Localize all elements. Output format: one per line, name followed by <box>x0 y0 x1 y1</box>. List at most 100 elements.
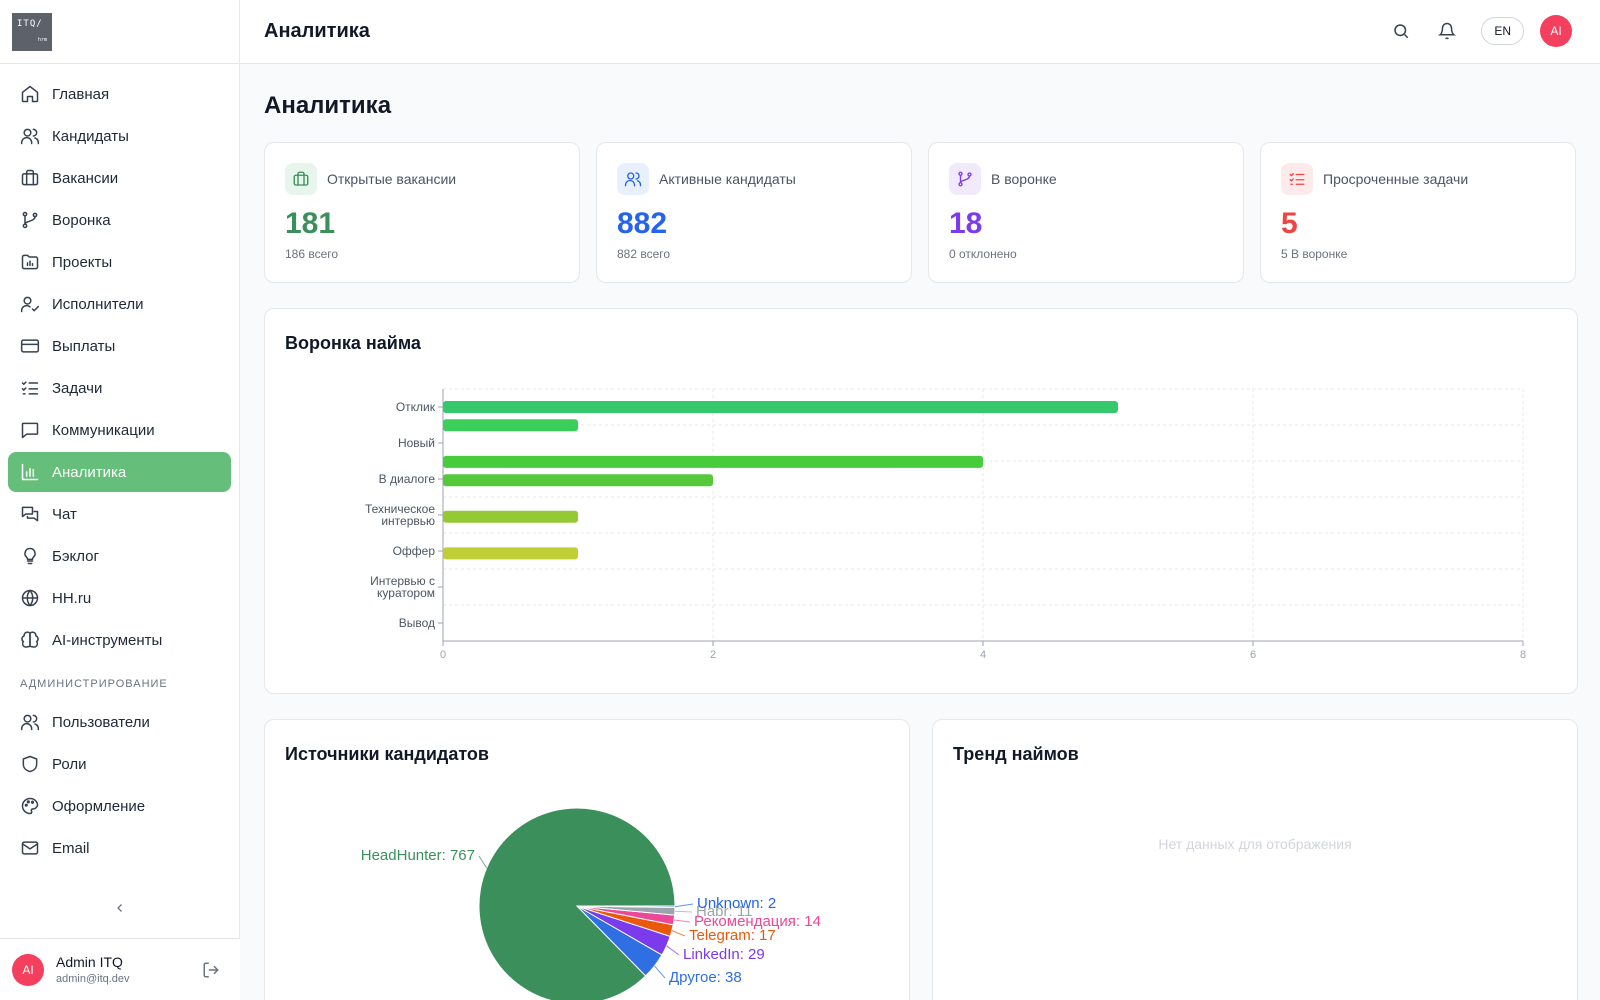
sidebar-item-palette[interactable]: Оформление <box>8 786 231 826</box>
y-category-label-line: В диалоге <box>379 472 436 486</box>
pie-slice-label: Habr: 11 <box>696 903 752 920</box>
sources-card: Источники кандидатов HeadHunter: 767 Друг… <box>264 719 910 1000</box>
sidebar-item-users[interactable]: Кандидаты <box>8 116 231 156</box>
credit-card-icon <box>20 339 40 353</box>
main-content: Аналитика Открытые вакансии 181 186 всего А… <box>264 64 1578 1000</box>
funnel-card: Воронка найма 0 2 4 6 8 Отклик Новый В диалоге Т… <box>264 308 1578 694</box>
app-logo[interactable]: ITQ/ hrm <box>12 12 52 51</box>
stat-subtext: 0 отклонено <box>949 247 1017 261</box>
header-title: Аналитика <box>264 20 370 42</box>
sidebar-item-folder-chart[interactable]: Проекты <box>8 242 231 282</box>
stat-subtext: 882 всего <box>617 247 671 261</box>
sidebar-item-message-square[interactable]: Коммуникации <box>8 410 231 450</box>
stat-value: 18 <box>949 207 983 240</box>
sidebar-item-brain[interactable]: AI-инструменты <box>8 620 231 660</box>
header-avatar[interactable]: AI <box>1540 15 1572 47</box>
user-name: Admin ITQ <box>56 954 123 970</box>
page-title: Аналитика <box>264 92 392 119</box>
stat-label: В воронке <box>991 171 1057 187</box>
funnel-bar <box>443 419 578 432</box>
git-branch-icon <box>958 171 972 187</box>
sidebar-item-messages[interactable]: Чат <box>8 494 231 534</box>
y-category-label-line: Отклик <box>396 400 436 414</box>
user-profile: AI Admin ITQ admin@itq.dev <box>0 938 240 1000</box>
sidebar-item-mail[interactable]: Email <box>8 828 231 868</box>
sidebar-item-credit-card[interactable]: Выплаты <box>8 326 231 366</box>
stat-card-open-vacancies: Открытые вакансии 181 186 всего <box>264 142 580 283</box>
stat-icon-box <box>949 163 981 195</box>
sidebar-item-users[interactable]: Пользователи <box>8 702 231 742</box>
mail-icon <box>21 841 39 855</box>
sidebar-item-shield[interactable]: Роли <box>8 744 231 784</box>
pie-leader-line <box>654 965 666 979</box>
logo-area: ITQ/ hrm <box>0 0 239 64</box>
y-category-label: В диалоге <box>379 472 436 486</box>
logout-button[interactable] <box>202 961 220 984</box>
sidebar-item-home[interactable]: Главная <box>8 74 231 114</box>
pie-slice-label: Другое: 38 <box>669 969 742 986</box>
funnel-bar <box>443 547 578 560</box>
git-branch-icon <box>22 211 38 229</box>
user-email: admin@itq.dev <box>56 973 130 985</box>
y-category-label-line: Новый <box>398 436 435 450</box>
globe-icon <box>21 589 39 607</box>
sidebar-item-label: Исполнители <box>52 295 144 313</box>
x-tick-label: 8 <box>1520 649 1526 661</box>
collapse-sidebar-button[interactable] <box>110 898 130 918</box>
trend-empty-state: Нет данных для отображения <box>1158 836 1352 852</box>
sidebar-item-label: Вакансии <box>52 169 119 187</box>
pie-slice <box>576 905 676 908</box>
search-icon <box>1394 24 1409 39</box>
pie-leader-line <box>674 903 694 908</box>
stat-subtext: 5 В воронке <box>1281 247 1348 261</box>
y-category-label-line: куратором <box>377 586 435 600</box>
pie-leader-line <box>666 945 680 956</box>
trend-card: Тренд наймов Нет данных для отображения <box>932 719 1578 1000</box>
list-checks-icon <box>21 381 39 395</box>
search-button[interactable] <box>1389 19 1413 43</box>
x-tick-label: 4 <box>980 649 986 661</box>
logout-icon <box>203 962 219 978</box>
notifications-button[interactable] <box>1435 19 1459 43</box>
y-category-label: Оффер <box>393 544 436 558</box>
list-checks-icon <box>1289 173 1305 185</box>
x-tick-label: 6 <box>1250 649 1256 661</box>
user-avatar[interactable]: AI <box>12 953 44 986</box>
pie-slice <box>478 807 676 1000</box>
funnel-bar <box>443 401 1118 413</box>
brain-icon <box>21 631 39 648</box>
sidebar-item-label: Роли <box>52 755 87 773</box>
stat-label: Просроченные задачи <box>1323 171 1469 187</box>
sidebar-item-lightbulb[interactable]: Бэклог <box>8 536 231 576</box>
pie-slice-label: Рекомендация: 14 <box>694 913 821 930</box>
sidebar-item-globe[interactable]: HH.ru <box>8 578 231 618</box>
bar-chart-icon <box>21 463 39 481</box>
funnel-bar <box>443 510 578 523</box>
sidebar-item-label: Коммуникации <box>52 421 155 439</box>
messages-icon <box>21 506 39 522</box>
stat-value: 882 <box>617 207 668 240</box>
sidebar-item-label: Проекты <box>52 253 113 271</box>
sidebar-item-git-branch[interactable]: Воронка <box>8 200 231 240</box>
logo-subtext: hrm <box>37 36 47 43</box>
pie-leader-line <box>478 855 488 869</box>
funnel-bar <box>443 455 983 468</box>
sidebar: ITQ/ hrm Главная Кандидаты Вакансии Воронка… <box>0 0 240 1000</box>
stat-value: 5 <box>1281 207 1298 240</box>
sidebar-item-label: Email <box>52 839 90 857</box>
palette-icon <box>21 797 39 815</box>
pie-slice-label: HeadHunter: 767 <box>361 847 475 864</box>
sidebar-item-label: HH.ru <box>52 589 92 607</box>
y-category-label-line: Оффер <box>393 544 436 558</box>
sidebar-item-bar-chart[interactable]: Аналитика <box>8 452 231 492</box>
language-switch[interactable]: EN <box>1481 17 1524 45</box>
sidebar-item-user-check[interactable]: Исполнители <box>8 284 231 324</box>
sidebar-item-list-checks[interactable]: Задачи <box>8 368 231 408</box>
stat-icon-box <box>285 163 317 195</box>
sidebar-item-briefcase[interactable]: Вакансии <box>8 158 231 198</box>
briefcase-icon <box>21 169 39 186</box>
admin-section-heading: АДМИНИСТРИРОВАНИЕ <box>20 678 168 690</box>
funnel-bar <box>443 474 713 487</box>
sidebar-item-label: Воронка <box>52 211 111 229</box>
users-icon <box>20 128 40 145</box>
